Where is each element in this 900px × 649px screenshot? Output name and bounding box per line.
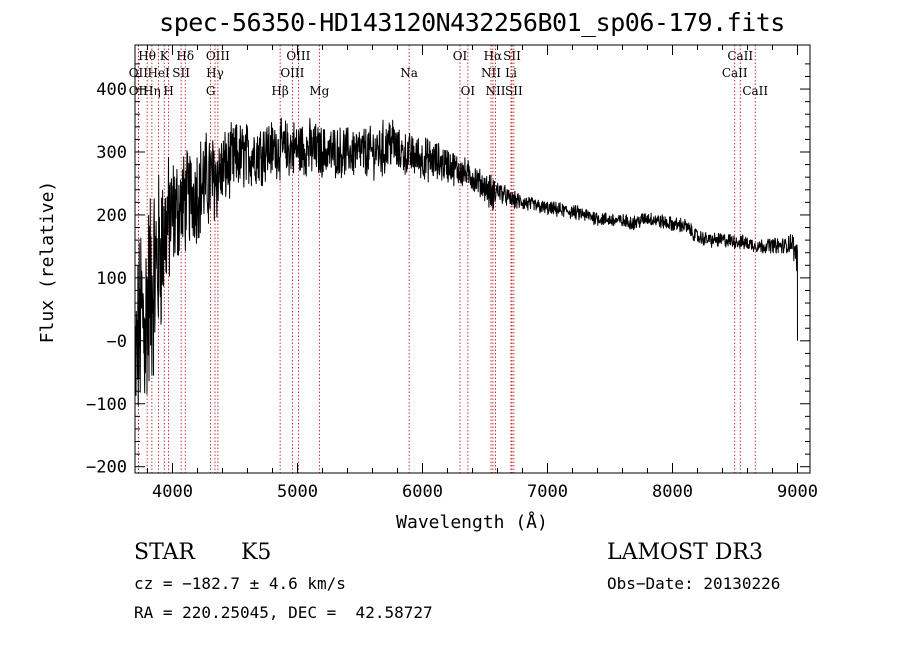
y-tick-label: 400	[96, 80, 127, 100]
object-type: STAR	[134, 540, 195, 565]
line-label-18: OI	[461, 84, 476, 98]
line-label-16: Na	[400, 66, 418, 80]
spectral-subclass: K5	[241, 540, 272, 565]
line-label-13: OIII	[286, 49, 310, 63]
line-label-21: NII	[486, 84, 506, 98]
line-label-26: CaII	[722, 66, 748, 80]
x-tick-label: 4000	[152, 482, 193, 502]
redshift-readout: cz = −182.7 ± 4.6 km/s	[134, 574, 346, 593]
axis-tick-labels: 4000 5000 6000 7000 8000 9000 −200 −100 −0 100 200…	[86, 80, 818, 502]
line-label-14: OIII	[280, 66, 304, 80]
spectrum-line	[134, 117, 798, 406]
line-label-1: Hη	[143, 84, 161, 98]
line-label-17: OI	[453, 49, 468, 63]
line-label-6: H	[163, 84, 173, 98]
line-label-11: G	[206, 84, 216, 98]
observation-date: Obs−Date: 20130226	[607, 574, 781, 593]
line-label-4: HeI	[147, 66, 170, 80]
line-label-27: CaII	[742, 84, 768, 98]
y-tick-label: −100	[86, 395, 127, 415]
line-label-25: CaII	[727, 49, 753, 63]
survey-name: LAMOST DR3	[607, 540, 763, 565]
line-label-20: NII	[481, 66, 501, 80]
y-tick-label: 300	[96, 143, 127, 163]
x-tick-label: 7000	[527, 482, 568, 502]
line-label-22: SII	[503, 49, 521, 63]
x-tick-label: 5000	[277, 482, 318, 502]
coordinates-readout: RA = 220.25045, DEC = 42.58727	[134, 603, 433, 622]
chart-title: spec-56350-HD143120N432256B01_sp06-179.f…	[159, 8, 785, 37]
line-label-24: SII	[505, 84, 523, 98]
axes-box	[134, 44, 811, 474]
y-tick-label: 200	[96, 206, 127, 226]
line-label-12: Hβ	[271, 84, 288, 98]
y-tick-label: −0	[107, 332, 127, 352]
line-label-0: Hθ	[138, 49, 156, 63]
x-tick-label: 8000	[652, 482, 693, 502]
line-label-10: Hγ	[206, 66, 224, 80]
y-axis-label: Flux (relative)	[37, 181, 58, 344]
line-label-3: OII	[129, 66, 149, 80]
x-axis-label: Wavelength (Å)	[396, 511, 548, 533]
x-tick-label: 6000	[402, 482, 443, 502]
line-label-9: OIII	[206, 49, 230, 63]
spectrum-series	[134, 117, 798, 406]
line-label-5: K	[160, 49, 170, 63]
y-tick-label: 100	[96, 269, 127, 289]
line-label-15: Mg	[309, 84, 329, 98]
y-tick-label: −200	[86, 458, 127, 478]
line-label-23: Li	[505, 66, 517, 80]
line-label-19: Hα	[484, 49, 503, 63]
line-label-7: Hδ	[176, 49, 194, 63]
x-tick-label: 9000	[777, 482, 818, 502]
line-label-8: SII	[172, 66, 190, 80]
plot-frame	[134, 44, 811, 474]
